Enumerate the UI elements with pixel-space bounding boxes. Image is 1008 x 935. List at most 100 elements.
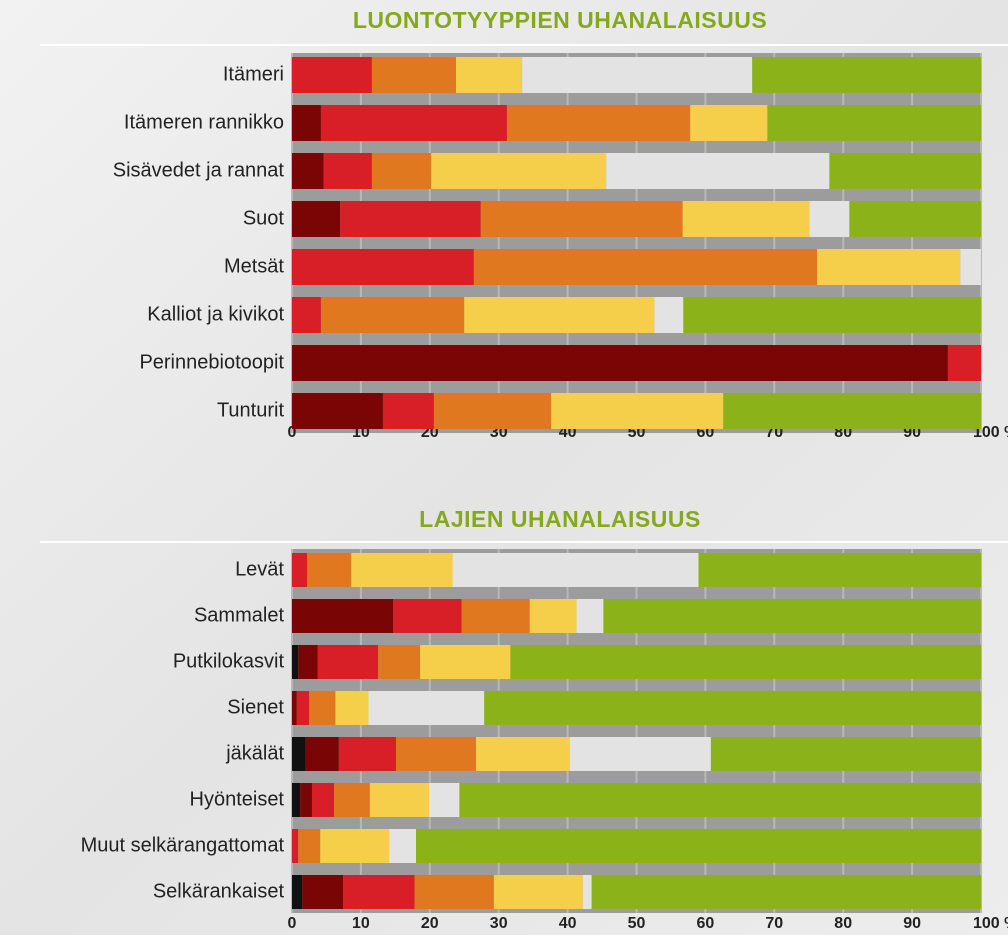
bar-segment: [302, 875, 343, 909]
bar-segment: [494, 875, 583, 909]
bar-segment: [334, 783, 370, 817]
bar-segment: [292, 393, 383, 429]
category-label: Perinnebiotoopit: [139, 351, 284, 373]
bar-segment: [292, 105, 321, 141]
bar-segment: [416, 829, 981, 863]
bar-segment: [292, 737, 306, 771]
bar-segment: [752, 57, 981, 93]
bar-segment: [507, 105, 690, 141]
bar-segment: [690, 105, 767, 141]
bar-segment: [699, 553, 981, 587]
bar-segment: [389, 829, 416, 863]
bar-segment: [368, 691, 484, 725]
bar-segment: [292, 829, 298, 863]
bar-segment: [510, 645, 981, 679]
bar-segment: [343, 875, 415, 909]
category-label: Muut selkärangattomat: [81, 834, 285, 856]
x-tick-label: 90: [903, 915, 921, 932]
bar-segment: [603, 599, 981, 633]
bar-segment: [339, 737, 396, 771]
bar-segment: [292, 297, 321, 333]
x-tick-label: 60: [697, 915, 715, 932]
bar-segment: [309, 691, 335, 725]
bar-segment: [415, 875, 494, 909]
bar-segment: [464, 297, 654, 333]
bar-segment: [292, 57, 372, 93]
x-tick-label: 70: [765, 915, 783, 932]
chart: LUONTOTYYPPIEN UHANALAISUUS0102030405060…: [0, 0, 1008, 935]
bar-segment: [351, 553, 452, 587]
bar-segment: [431, 153, 606, 189]
bar-segment: [292, 249, 474, 285]
bar-segment: [583, 875, 592, 909]
bar-segment: [683, 297, 981, 333]
bar-segment: [320, 829, 389, 863]
bar-segment: [577, 599, 604, 633]
x-tick-label: 50: [628, 915, 646, 932]
category-label: Putkilokasvit: [173, 650, 285, 672]
bar-segment: [292, 345, 948, 381]
bar-segment: [459, 783, 981, 817]
bar-segment: [396, 737, 476, 771]
bar-segment: [453, 553, 699, 587]
category-label: Tunturit: [217, 399, 285, 421]
chart-title: LAJIEN UHANALAISUUS: [419, 506, 701, 532]
bar-segment: [372, 153, 431, 189]
bar-segment: [654, 297, 683, 333]
x-tick-label: 80: [834, 915, 852, 932]
bar-segment: [307, 553, 351, 587]
bar-segment: [829, 153, 981, 189]
category-label: Sienet: [227, 696, 284, 718]
bar-segment: [321, 297, 464, 333]
bar-segment: [817, 249, 960, 285]
bar-segment: [372, 57, 456, 93]
bar-segment: [849, 201, 981, 237]
bar-segment: [474, 249, 817, 285]
bar-segment: [306, 737, 339, 771]
bar-segment: [960, 249, 981, 285]
bar-segment: [570, 737, 711, 771]
bar-segment: [476, 737, 570, 771]
bar-segment: [809, 201, 849, 237]
bar-segment: [292, 201, 340, 237]
bar-segment: [592, 875, 981, 909]
bar-segment: [456, 57, 522, 93]
bar-segment: [335, 691, 368, 725]
bar-segment: [340, 201, 481, 237]
bar-segment: [948, 345, 981, 381]
bar-segment: [298, 645, 317, 679]
bar-segment: [297, 691, 309, 725]
category-label: jäkälät: [225, 742, 284, 764]
x-tick-label: 100 %: [973, 915, 1008, 932]
bar-segment: [300, 783, 312, 817]
bar-segment: [767, 105, 981, 141]
x-tick-label: 20: [421, 915, 439, 932]
bar-segment: [393, 599, 461, 633]
category-label: Levät: [235, 558, 284, 580]
category-label: Itämeren rannikko: [124, 111, 284, 133]
bar-segment: [292, 599, 393, 633]
category-label: Suot: [243, 207, 285, 229]
category-label: Kalliot ja kivikot: [147, 303, 284, 325]
bar-segment: [292, 645, 298, 679]
bar-segment: [292, 691, 297, 725]
bar-segment: [551, 393, 723, 429]
bar-segment: [292, 153, 324, 189]
bar-segment: [383, 393, 434, 429]
category-label: Sammalet: [194, 604, 284, 626]
bar-segment: [711, 737, 981, 771]
bar-segment: [378, 645, 420, 679]
bar-segment: [530, 599, 577, 633]
bar-segment: [324, 153, 372, 189]
category-label: Sisävedet ja rannat: [113, 159, 285, 181]
category-label: Selkärankaiset: [153, 880, 285, 902]
x-tick-label: 0: [288, 915, 297, 932]
bar-segment: [292, 783, 300, 817]
bar-segment: [298, 829, 320, 863]
bar-segment: [461, 599, 529, 633]
category-label: Metsät: [224, 255, 284, 277]
bar-segment: [481, 201, 683, 237]
x-tick-label: 10: [352, 915, 370, 932]
bar-segment: [723, 393, 981, 429]
x-tick-label: 30: [490, 915, 508, 932]
